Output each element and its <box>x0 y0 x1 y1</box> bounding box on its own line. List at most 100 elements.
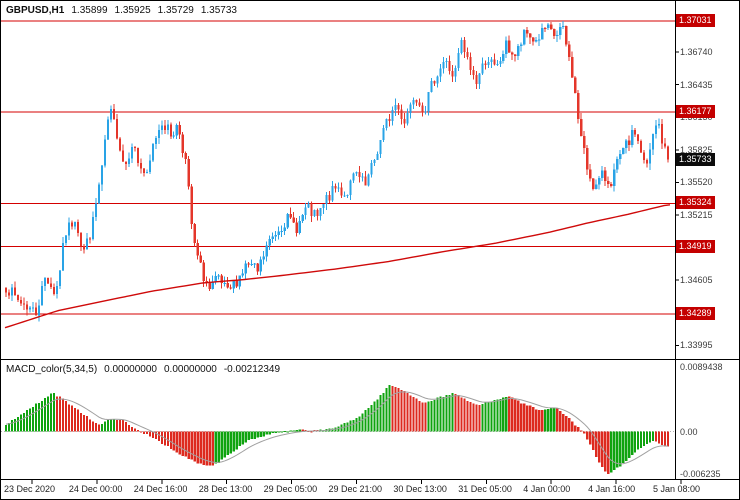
candle <box>451 71 454 77</box>
macd-histogram-bar <box>529 405 532 432</box>
candle <box>382 127 385 140</box>
candle <box>5 288 8 293</box>
macd-histogram-bar <box>157 431 160 441</box>
macd-histogram-bar <box>175 431 178 453</box>
candle <box>373 159 376 163</box>
candle <box>412 99 415 105</box>
macd-histogram-bar <box>91 421 95 432</box>
macd-histogram-bar <box>199 431 202 464</box>
candle <box>598 178 601 185</box>
macd-histogram-bar <box>607 431 610 474</box>
candle <box>544 27 547 29</box>
macd-histogram-bar <box>559 411 562 432</box>
macd-histogram-bar <box>46 396 50 432</box>
candle <box>55 286 59 294</box>
macd-histogram-bar <box>541 409 544 432</box>
candle <box>637 134 640 141</box>
macd-histogram-bar <box>154 431 157 439</box>
macd-histogram-bar <box>22 413 26 432</box>
candle <box>448 61 451 72</box>
time-axis[interactable] <box>1 479 739 499</box>
macd-histogram-bar <box>172 431 175 451</box>
macd-histogram-bar <box>262 431 265 437</box>
macd-histogram-bar <box>151 431 154 438</box>
macd-histogram-bar <box>223 431 226 458</box>
candle <box>76 222 80 233</box>
macd-signal-line <box>5 391 669 465</box>
candle <box>463 40 466 53</box>
macd-histogram-bar <box>400 390 403 432</box>
macd-histogram-bar <box>598 431 601 463</box>
candle <box>352 173 355 181</box>
price-axis[interactable] <box>675 1 739 479</box>
macd-histogram-bar <box>472 403 475 432</box>
candle <box>445 61 448 63</box>
candle <box>34 307 38 316</box>
candle <box>31 307 35 309</box>
candle <box>385 118 388 128</box>
macd-histogram-bar <box>136 429 140 432</box>
candle <box>67 222 71 236</box>
macd-histogram-bar <box>664 431 667 447</box>
candle <box>166 124 169 130</box>
candle <box>583 135 586 148</box>
macd-histogram-bar <box>181 431 184 457</box>
macd-histogram-bar <box>430 400 433 432</box>
macd-histogram-bar <box>502 397 505 432</box>
candle <box>37 305 41 316</box>
macd-histogram-bar <box>481 404 484 432</box>
candle <box>139 162 142 169</box>
candle <box>400 109 403 120</box>
macd-histogram-bar <box>58 396 62 432</box>
candle <box>250 263 253 265</box>
candle <box>586 147 589 170</box>
candle <box>481 63 484 74</box>
macd-histogram-bar <box>415 398 418 432</box>
macd-histogram-bar <box>103 421 107 432</box>
macd-histogram-bar <box>259 431 262 437</box>
macd-histogram-bar <box>634 431 637 453</box>
candle <box>391 109 394 121</box>
candle <box>415 99 418 103</box>
macd-histogram-bar <box>124 422 128 432</box>
candle <box>259 259 262 272</box>
candle <box>508 40 511 53</box>
candle <box>22 303 26 305</box>
candle <box>361 176 364 178</box>
candle <box>271 236 274 239</box>
candle <box>40 286 44 306</box>
candle <box>466 52 469 58</box>
macd-histogram-bar <box>184 431 187 457</box>
candle <box>580 119 583 136</box>
candle <box>82 246 86 250</box>
candle <box>418 102 421 106</box>
macd-histogram-bar <box>655 431 658 442</box>
macd-histogram-bar <box>349 420 352 432</box>
candle <box>343 195 346 197</box>
macd-histogram-bar <box>658 431 661 444</box>
candle <box>97 184 101 204</box>
macd-histogram-bar <box>406 393 409 432</box>
macd-histogram-bar <box>574 425 577 432</box>
macd-histogram-bar <box>226 431 229 455</box>
macd-histogram-bar <box>169 431 172 449</box>
macd-histogram-bar <box>652 431 655 442</box>
candle <box>322 203 325 208</box>
candle <box>160 125 163 130</box>
candle <box>28 307 32 310</box>
candle <box>550 24 553 30</box>
macd-histogram-bar <box>79 412 83 432</box>
macd-histogram-bar <box>604 431 607 472</box>
candle <box>517 46 520 57</box>
candle <box>646 160 649 164</box>
candle <box>235 280 238 287</box>
candle <box>118 138 122 151</box>
candle <box>10 287 14 296</box>
macd-histogram-bar <box>592 431 595 451</box>
candle <box>562 25 565 27</box>
candle <box>202 262 205 281</box>
candle <box>337 187 340 189</box>
candle <box>328 195 331 201</box>
candle <box>52 287 56 294</box>
